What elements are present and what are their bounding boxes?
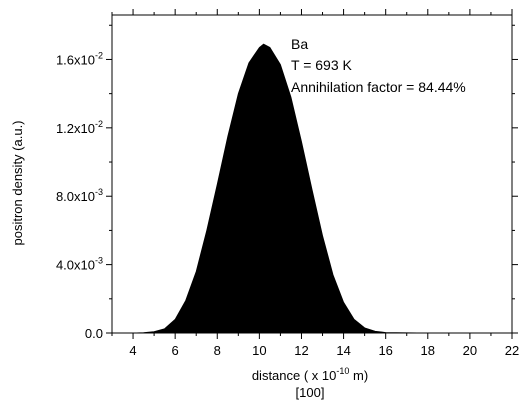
y-tick-label: 0.0 <box>85 326 103 341</box>
x-axis-title-exponent: -10 <box>336 366 349 376</box>
annotation-element: Ba <box>291 36 308 52</box>
plot-area <box>112 43 512 334</box>
x-tick-label: 10 <box>252 343 266 358</box>
x-axis-title-suffix: m) <box>349 368 368 383</box>
x-tick-label: 16 <box>378 343 392 358</box>
x-tick-label: 18 <box>421 343 435 358</box>
x-axis-title: distance ( x 10-10 m) <box>252 366 368 383</box>
x-tick-label: 22 <box>505 343 519 358</box>
annotation-annihilation-factor: Annihilation factor = 84.44% <box>291 79 466 95</box>
y-tick-label: 4.0x10-3 <box>56 256 103 273</box>
tick-labels: 4 6 8 10 12 14 16 18 20 22 0.0 4.0x10-3 8.0x10-3 1.2x… <box>56 50 519 358</box>
x-tick-label: 6 <box>172 343 179 358</box>
x-axis-title-prefix: distance ( x 10 <box>252 368 337 383</box>
annotation-temperature: T = 693 K <box>291 57 353 73</box>
x-tick-label: 14 <box>336 343 350 358</box>
x-tick-label: 8 <box>214 343 221 358</box>
y-tick-label: 8.0x10-3 <box>56 187 103 204</box>
axis-ticks <box>106 9 518 339</box>
positron-density-area-0 <box>112 43 512 334</box>
x-tick-label: 4 <box>129 343 136 358</box>
y-tick-label: 1.2x10-2 <box>56 119 103 136</box>
y-tick-label: 1.6x10-2 <box>56 50 103 67</box>
x-tick-label: 20 <box>463 343 477 358</box>
x-axis-title-line2: [100] <box>296 385 325 400</box>
x-tick-label: 12 <box>294 343 308 358</box>
y-axis-title: positron density (a.u.) <box>10 120 25 245</box>
plot-frame <box>111 14 513 334</box>
